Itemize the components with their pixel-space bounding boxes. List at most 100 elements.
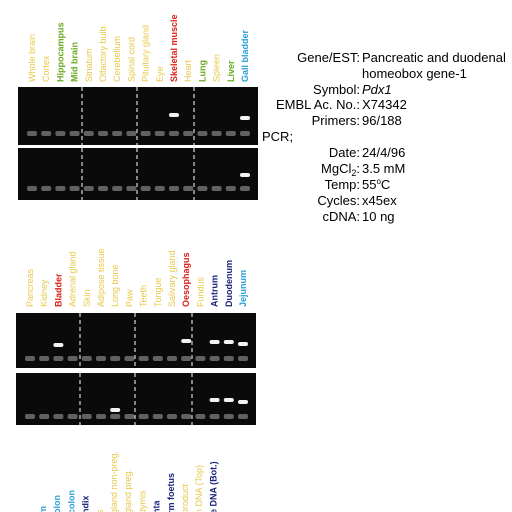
value: x45ex xyxy=(362,193,397,208)
lane-label: m xyxy=(38,506,48,512)
value: 24/4/96 xyxy=(362,145,405,160)
lane-label: nta xyxy=(152,500,162,512)
lane-label: olon xyxy=(52,495,62,512)
band xyxy=(110,356,121,361)
band xyxy=(81,414,92,419)
band xyxy=(181,356,192,361)
band xyxy=(223,356,234,361)
band xyxy=(67,356,78,361)
key: MgCl2: xyxy=(321,161,360,178)
band xyxy=(110,408,121,412)
key: EMBL Ac. No.: xyxy=(276,97,360,112)
value: 55 xyxy=(362,177,376,192)
band xyxy=(169,113,179,117)
band xyxy=(152,414,163,419)
band xyxy=(197,131,208,136)
lane-label: Lung xyxy=(197,60,207,82)
key: PCR; xyxy=(262,129,293,144)
lane-label: gland preg. xyxy=(123,469,133,512)
info: Gene/EST: Pancreatic and duodenal homeob… xyxy=(262,50,506,224)
lane-label: product xyxy=(180,483,190,512)
band xyxy=(167,356,177,361)
band xyxy=(169,131,179,136)
band xyxy=(27,131,37,136)
value: Pdx1 xyxy=(362,82,392,97)
band xyxy=(69,186,80,191)
band xyxy=(140,131,151,136)
band xyxy=(169,186,179,191)
value: 3.5 mM xyxy=(362,161,405,176)
lane-label: Kidney xyxy=(39,279,49,307)
band xyxy=(238,356,248,361)
band xyxy=(225,131,236,136)
band xyxy=(167,414,177,419)
key: cDNA: xyxy=(322,209,360,224)
band xyxy=(83,186,94,191)
value: Pancreatic and duodenal xyxy=(362,50,506,65)
band xyxy=(81,356,92,361)
gel xyxy=(18,148,258,200)
band xyxy=(138,356,149,361)
band xyxy=(223,398,234,402)
lane-label: Antrum xyxy=(210,275,220,307)
band xyxy=(98,186,108,191)
band xyxy=(27,186,37,191)
lane-label: Adrenal gland xyxy=(68,251,78,307)
band xyxy=(183,186,194,191)
value: homeobox gene-1 xyxy=(362,66,467,81)
lane-label: Skin xyxy=(82,289,92,307)
value: X74342 xyxy=(362,97,407,112)
lane-label: Duodenum xyxy=(224,260,234,307)
band xyxy=(183,131,194,136)
band xyxy=(154,131,165,136)
bands xyxy=(25,87,250,425)
band xyxy=(124,414,135,419)
band xyxy=(209,414,220,419)
key: Primers: xyxy=(312,113,360,128)
band xyxy=(240,186,250,191)
gel xyxy=(18,87,258,145)
band xyxy=(195,356,206,361)
band xyxy=(39,356,50,361)
lane-label: Long bone xyxy=(110,264,120,307)
lane-label: Olfactory bulb xyxy=(98,26,108,82)
key: Gene/EST: xyxy=(297,50,360,65)
lane-label: Skeletal muscle xyxy=(169,14,179,82)
lane-label: Pituitary gland xyxy=(141,25,151,82)
lane-label: ndix xyxy=(81,495,91,512)
lane-label: dymis xyxy=(137,490,147,512)
band xyxy=(209,398,220,402)
lane-label: Cerebellum xyxy=(112,36,122,82)
lane-label: e DNA (Bot.) xyxy=(208,461,218,512)
band xyxy=(211,186,222,191)
lane-label: s xyxy=(95,509,105,512)
lane-label: Paw xyxy=(124,289,134,307)
lane-label: Bladder xyxy=(53,273,63,307)
lane-label: Hippocampus xyxy=(55,22,65,82)
band xyxy=(96,356,106,361)
band xyxy=(53,343,64,347)
superscript: o xyxy=(376,177,381,186)
lane-label: gland non-preg. xyxy=(109,451,119,512)
band xyxy=(238,414,248,419)
band xyxy=(126,186,137,191)
key: Cycles: xyxy=(317,193,360,208)
band xyxy=(138,414,149,419)
value: 10 ng xyxy=(362,209,395,224)
band xyxy=(53,356,64,361)
key: Temp: xyxy=(325,177,360,192)
lane-label: Salivary gland xyxy=(167,250,177,307)
key: : xyxy=(356,161,360,176)
lane-label: Teeth xyxy=(139,285,149,307)
band xyxy=(238,342,248,346)
band xyxy=(41,186,52,191)
band xyxy=(53,414,64,419)
key: Date: xyxy=(329,145,360,160)
band xyxy=(238,400,248,404)
band xyxy=(112,186,123,191)
band xyxy=(240,173,250,177)
band xyxy=(225,186,236,191)
lane-label: Spleen xyxy=(212,54,222,82)
band xyxy=(67,414,78,419)
